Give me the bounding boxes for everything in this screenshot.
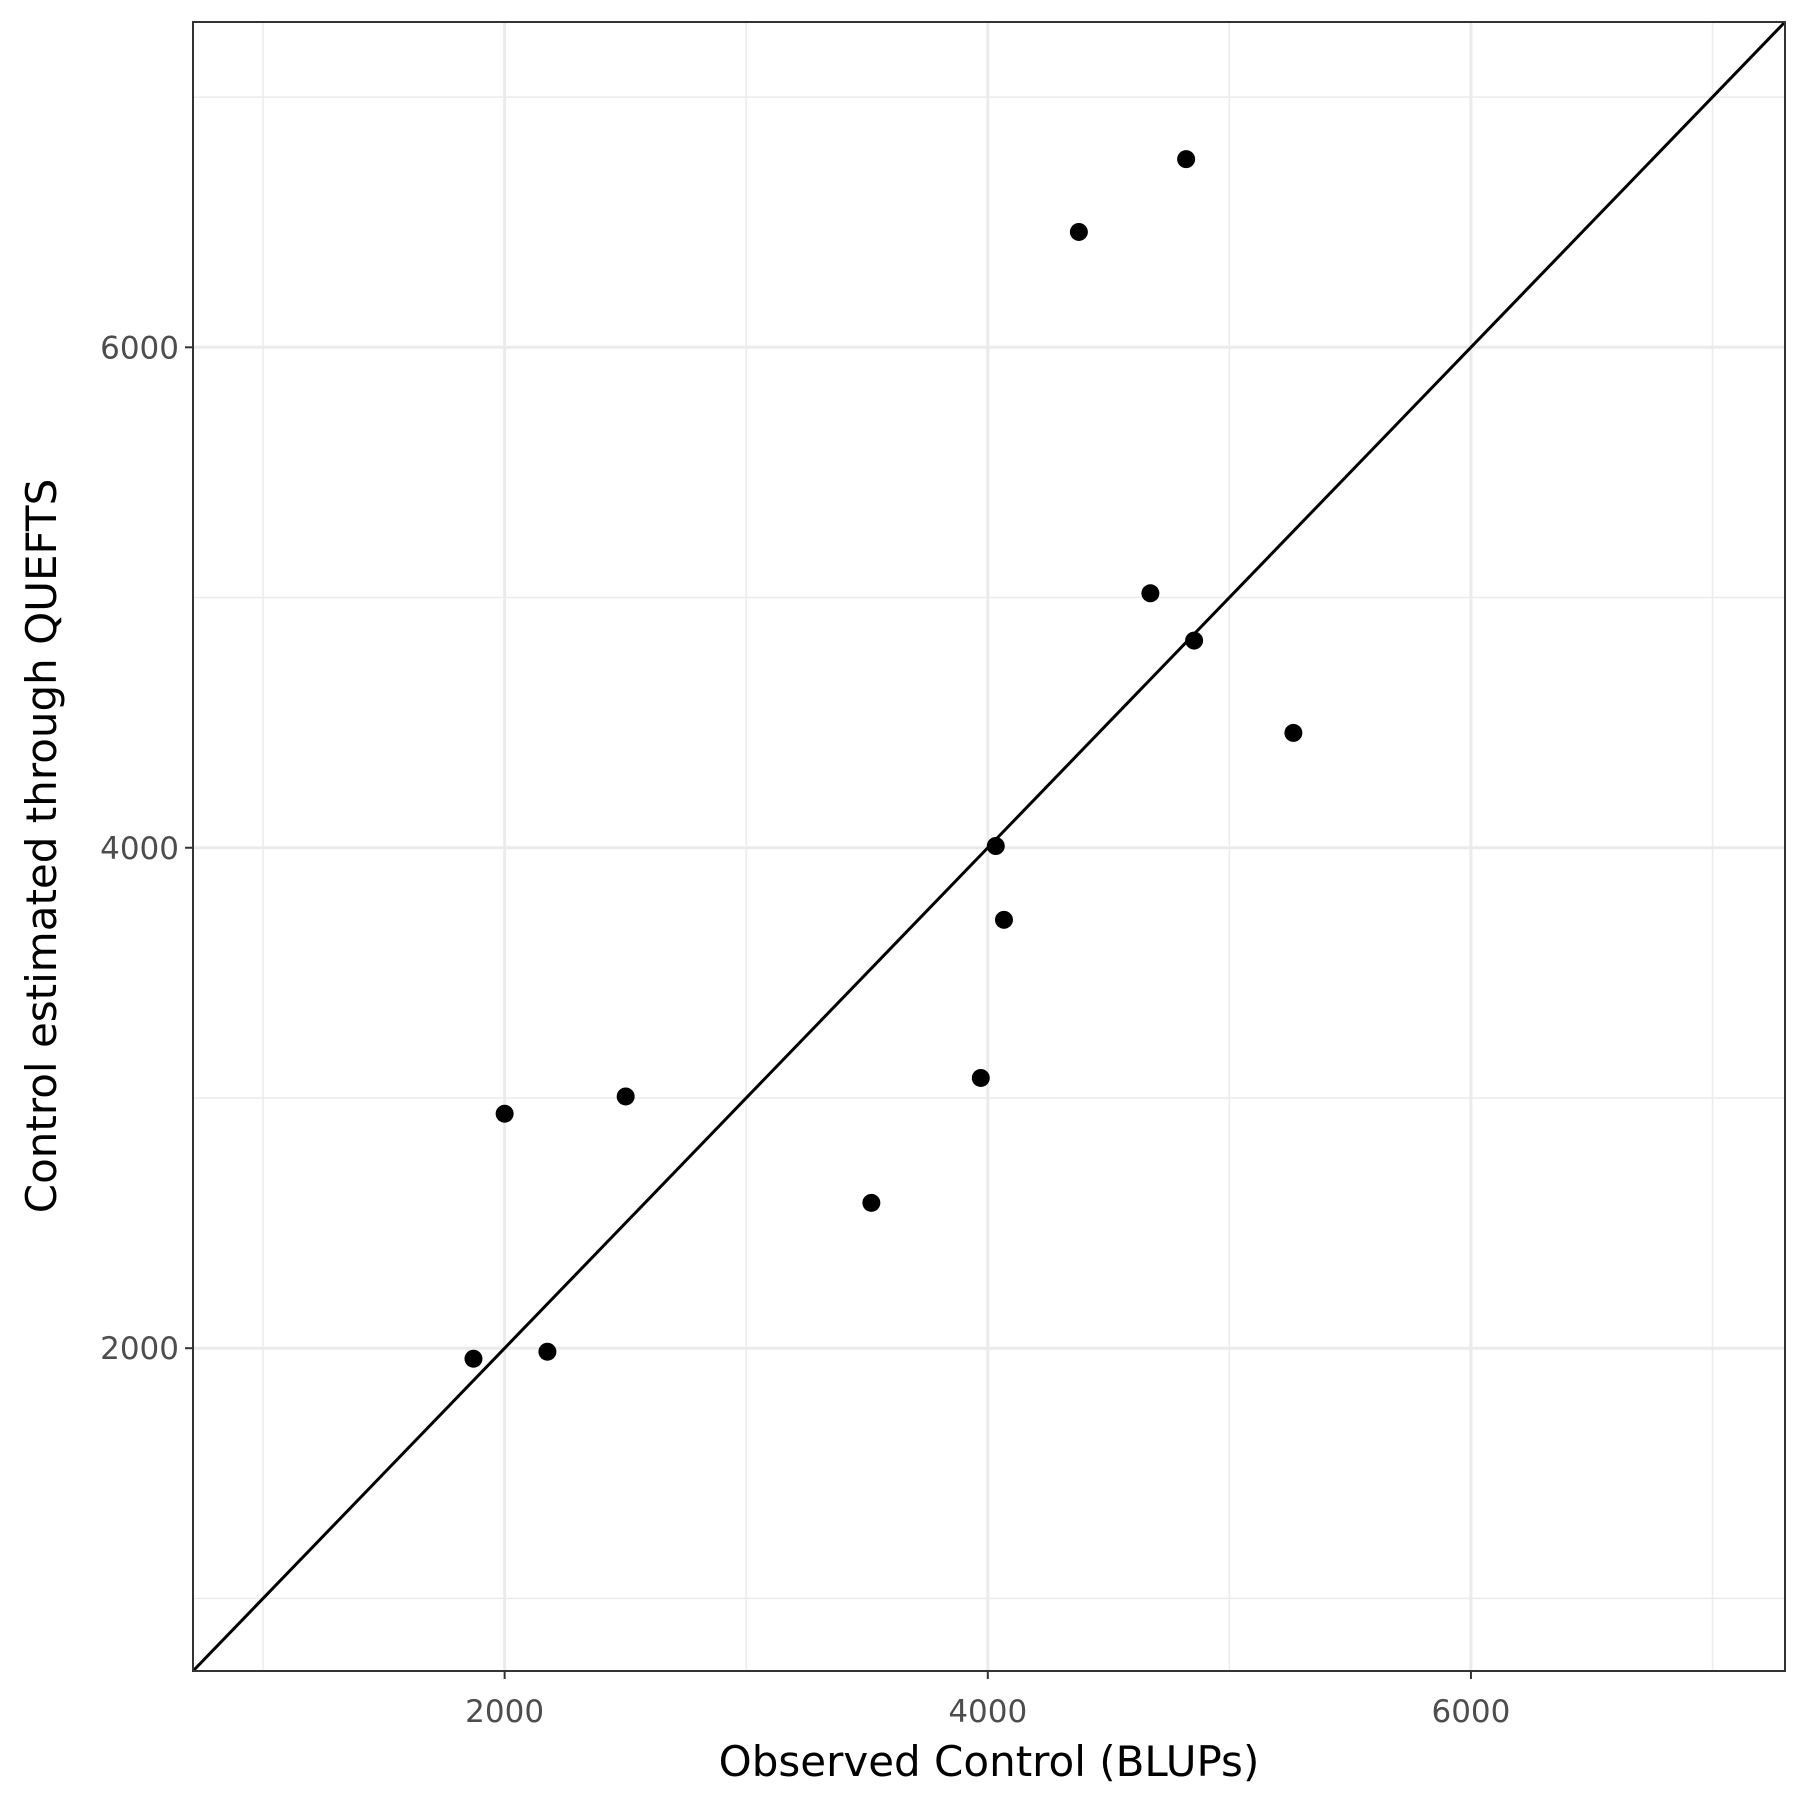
y-tick-label: 6000 xyxy=(100,330,179,366)
panel-border xyxy=(192,21,1786,1672)
point xyxy=(1177,150,1196,169)
point xyxy=(1185,631,1204,650)
point xyxy=(1284,723,1303,742)
y-tick-label: 4000 xyxy=(100,831,179,867)
point xyxy=(986,836,1005,855)
point xyxy=(464,1349,483,1368)
point xyxy=(1141,584,1160,603)
x-tick-label: 6000 xyxy=(1431,1694,1510,1730)
x-tick-label: 2000 xyxy=(465,1694,544,1730)
point xyxy=(994,910,1013,929)
x-tick-label: 4000 xyxy=(948,1694,1027,1730)
point xyxy=(538,1342,557,1361)
y-tick-label: 2000 xyxy=(100,1331,179,1367)
y-axis-title: Control estimated through QUEFTS xyxy=(17,479,66,1213)
point xyxy=(971,1068,990,1087)
x-axis-title: Observed Control (BLUPs) xyxy=(719,1737,1260,1786)
point xyxy=(495,1104,514,1123)
point xyxy=(862,1193,881,1212)
point xyxy=(1069,222,1088,241)
point xyxy=(616,1087,635,1106)
